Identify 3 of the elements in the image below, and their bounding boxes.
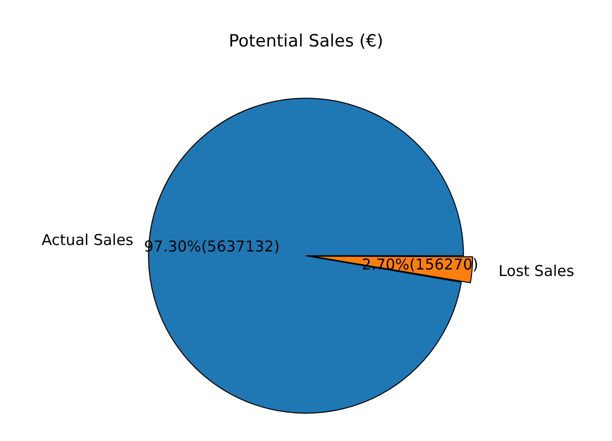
slice-label: Lost Sales	[498, 262, 574, 280]
chart-title: Potential Sales (€)	[228, 32, 384, 52]
slice-label: Actual Sales	[42, 230, 134, 249]
